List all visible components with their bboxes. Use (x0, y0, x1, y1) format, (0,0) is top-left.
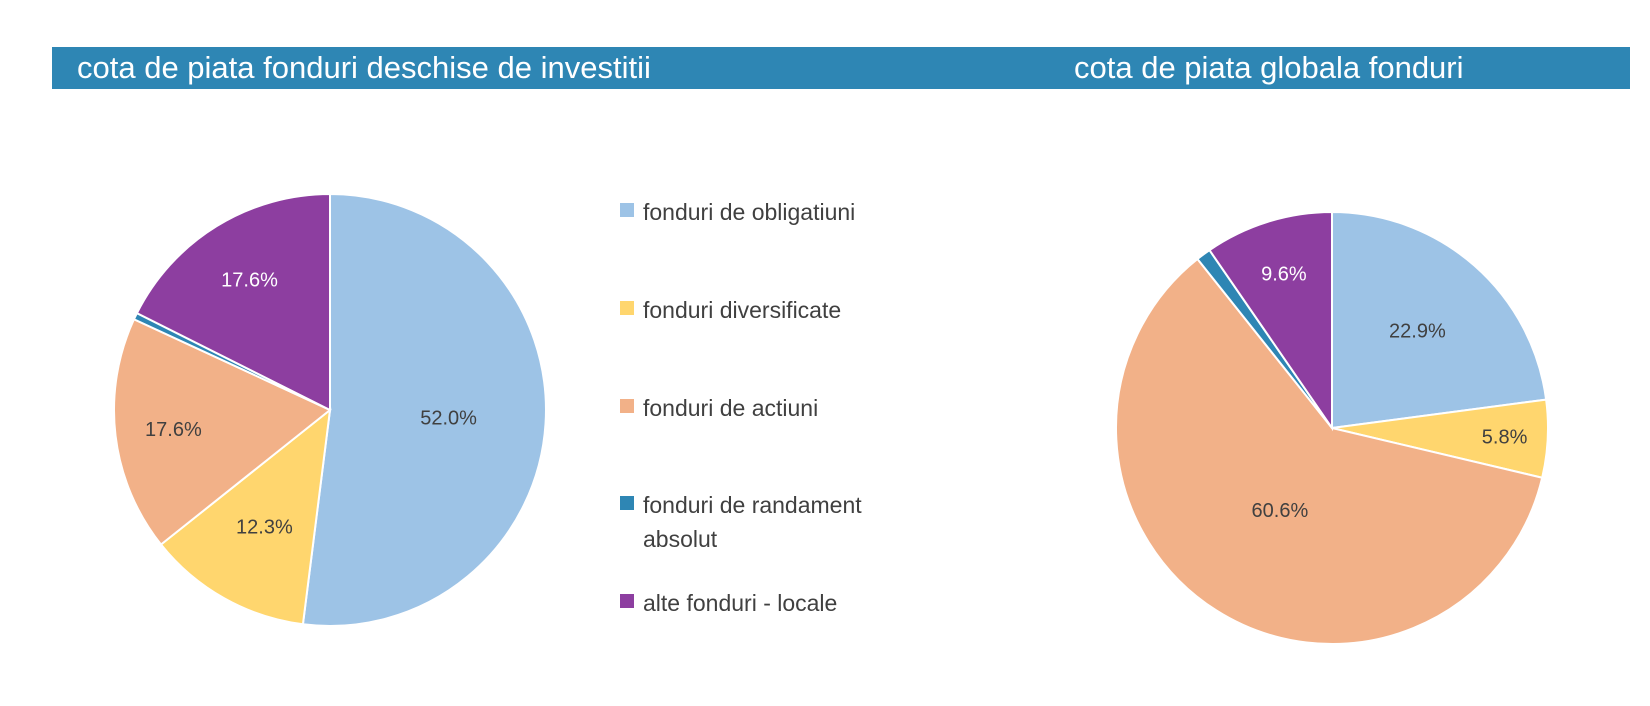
pie-chart-left: 52.0% 12.3% 17.6% 17.6% (113, 192, 547, 627)
legend-label: fonduri de obligatiuni (643, 199, 856, 225)
data-label-actiuni: 17.6% (145, 419, 202, 441)
data-label-diversificate: 5.8% (1482, 427, 1528, 449)
legend-label: fonduri diversificate (643, 297, 842, 323)
data-label-actiuni: 60.6% (1252, 500, 1309, 522)
chart-title-right: cota de piata globala fonduri (1074, 50, 1464, 85)
legend-item-randament: fonduri de randament absolut (620, 488, 883, 556)
legend-label: alte fonduri - locale (643, 590, 838, 616)
data-label-alte: 9.6% (1261, 263, 1307, 285)
legend-item-diversificate: fonduri diversificate (620, 293, 883, 327)
legend-swatch (620, 399, 634, 413)
pie-slice-alte (1208, 210, 1333, 432)
legend-swatch (620, 301, 634, 315)
pie-slice-obligatiuni (301, 192, 547, 627)
pie-slice-obligatiuni (1331, 210, 1548, 430)
pie-chart-right: 22.9% 5.8% 60.6% 9.6% (1115, 210, 1549, 645)
data-label-obligatiuni: 52.0% (420, 408, 477, 430)
header-bar (52, 47, 1630, 89)
chart-title-left: cota de piata fonduri deschise de invest… (77, 50, 651, 85)
legend-swatch (620, 594, 634, 608)
pie-slice-actiuni (113, 317, 332, 546)
legend-item-alte: alte fonduri - locale (620, 586, 883, 620)
legend-label: fonduri de randament absolut (643, 492, 862, 552)
legend-swatch (620, 203, 634, 217)
data-label-alte: 17.6% (221, 270, 278, 292)
legend-item-obligatiuni: fonduri de obligatiuni (620, 195, 883, 229)
legend-label: fonduri de actiuni (643, 395, 819, 421)
data-label-obligatiuni: 22.9% (1389, 321, 1446, 343)
legend-item-actiuni: fonduri de actiuni (620, 391, 883, 425)
pie-slice-diversificate (159, 407, 332, 626)
pie-slice-alte (135, 192, 331, 412)
pie-slice-actiuni (1115, 257, 1544, 645)
legend-swatch (620, 496, 634, 510)
data-label-diversificate: 12.3% (236, 517, 293, 539)
